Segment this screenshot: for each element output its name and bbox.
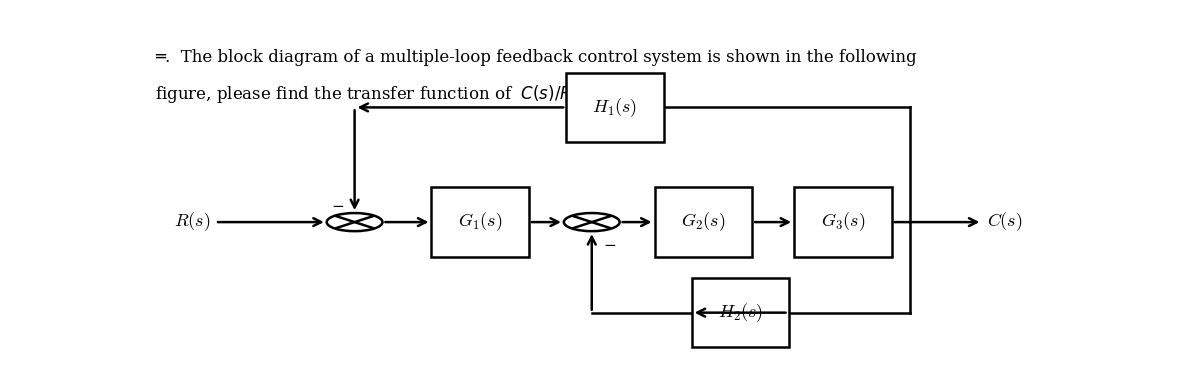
FancyBboxPatch shape xyxy=(794,187,892,257)
FancyBboxPatch shape xyxy=(431,187,529,257)
Text: $G_3(s)$: $G_3(s)$ xyxy=(821,211,865,234)
FancyBboxPatch shape xyxy=(654,187,752,257)
Circle shape xyxy=(326,213,383,231)
Text: $G_2(s)$: $G_2(s)$ xyxy=(682,211,726,234)
Text: $H_1(s)$: $H_1(s)$ xyxy=(593,96,637,119)
Text: $-$: $-$ xyxy=(602,236,616,251)
Text: figure, please find the transfer function of  $C(s)/R(s)$: figure, please find the transfer functio… xyxy=(155,83,593,105)
Text: ═.  The block diagram of a multiple-loop feedback control system is shown in the: ═. The block diagram of a multiple-loop … xyxy=(155,49,917,65)
FancyBboxPatch shape xyxy=(691,278,790,347)
Circle shape xyxy=(564,213,619,231)
Text: $H_2(s)$: $H_2(s)$ xyxy=(718,301,763,324)
Text: $R(s)$: $R(s)$ xyxy=(174,211,210,234)
Text: $C(s)$: $C(s)$ xyxy=(986,211,1022,234)
Text: $-$: $-$ xyxy=(331,196,344,212)
Text: $G_1(s)$: $G_1(s)$ xyxy=(458,211,503,234)
FancyBboxPatch shape xyxy=(566,73,664,142)
